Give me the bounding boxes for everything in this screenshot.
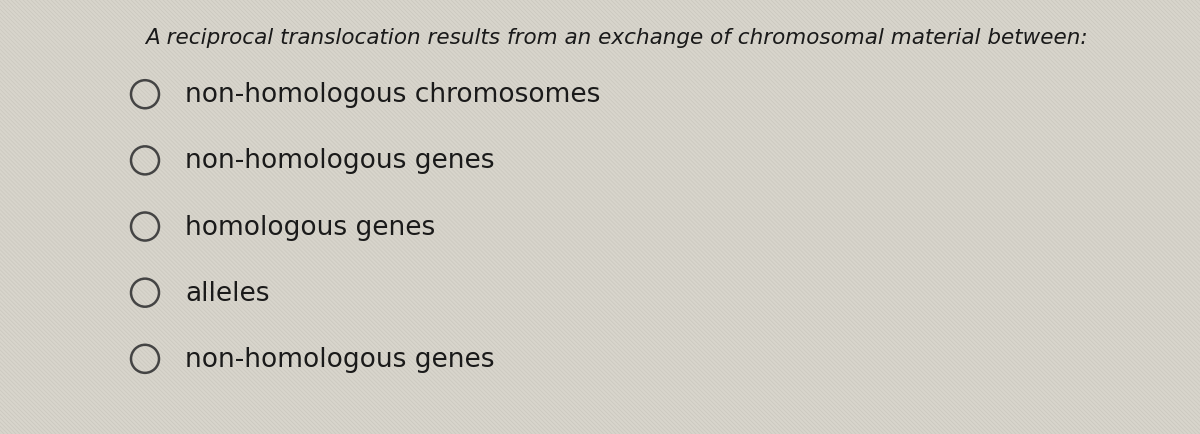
Text: alleles: alleles [185, 280, 270, 306]
Text: non-homologous chromosomes: non-homologous chromosomes [185, 82, 600, 108]
Text: A reciprocal translocation results from an exchange of chromosomal material betw: A reciprocal translocation results from … [145, 28, 1087, 48]
Text: non-homologous genes: non-homologous genes [185, 346, 494, 372]
Text: non-homologous genes: non-homologous genes [185, 148, 494, 174]
Text: homologous genes: homologous genes [185, 214, 436, 240]
